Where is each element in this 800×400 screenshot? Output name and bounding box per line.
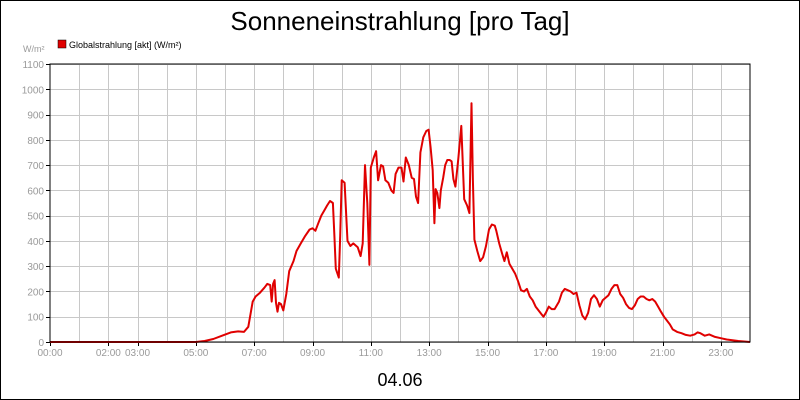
x-tick-label: 05:00 — [183, 348, 208, 359]
x-tick-label: 17:00 — [533, 348, 558, 359]
series-line — [50, 102, 751, 343]
x-tick-label: 09:00 — [300, 348, 325, 359]
y-axis-ticks: 0 100 200 300 400 500 600 700 800 900 1000 1100 — [22, 60, 50, 349]
x-tick-label: 13:00 — [417, 348, 442, 359]
x-axis-ticks: 00:00 02:00 03:00 05:00 07:00 09:00 11:00 13:00… — [37, 342, 734, 359]
chart-title: Sonneneinstrahlung [pro Tag] — [230, 6, 569, 36]
legend: Globalstrahlung [akt] (W/m²) — [57, 39, 182, 50]
x-tick-label: 03:00 — [125, 348, 150, 359]
y-tick-label: 1000 — [22, 85, 45, 96]
x-tick-label: 07:00 — [242, 348, 267, 359]
x-axis-date-label: 04.06 — [377, 370, 422, 390]
grid — [50, 64, 750, 343]
x-tick-label: 23:00 — [708, 348, 733, 359]
legend-swatch — [57, 39, 67, 49]
y-tick-label: 900 — [27, 111, 44, 122]
y-tick-label: 200 — [27, 287, 44, 298]
x-tick-label: 02:00 — [96, 348, 121, 359]
legend-label: Globalstrahlung [akt] (W/m²) — [69, 40, 182, 50]
x-tick-label: 19:00 — [592, 348, 617, 359]
series-layer — [50, 102, 751, 343]
x-tick-label: 15:00 — [475, 348, 500, 359]
x-tick-label: 21:00 — [650, 348, 675, 359]
x-tick-label: 00:00 — [37, 348, 62, 359]
y-axis-unit-label: W/m² — [23, 44, 45, 54]
x-tick-label: 11:00 — [359, 348, 384, 359]
y-tick-label: 500 — [27, 212, 44, 223]
y-tick-label: 800 — [27, 136, 44, 147]
y-tick-label: 700 — [27, 161, 44, 172]
y-tick-label: 400 — [27, 237, 44, 248]
y-tick-label: 300 — [27, 262, 44, 273]
y-tick-label: 0 — [38, 338, 44, 349]
plot-area-border — [49, 63, 751, 343]
y-tick-label: 600 — [27, 186, 44, 197]
y-tick-label: 100 — [27, 313, 44, 324]
y-tick-label: 1100 — [22, 60, 44, 71]
